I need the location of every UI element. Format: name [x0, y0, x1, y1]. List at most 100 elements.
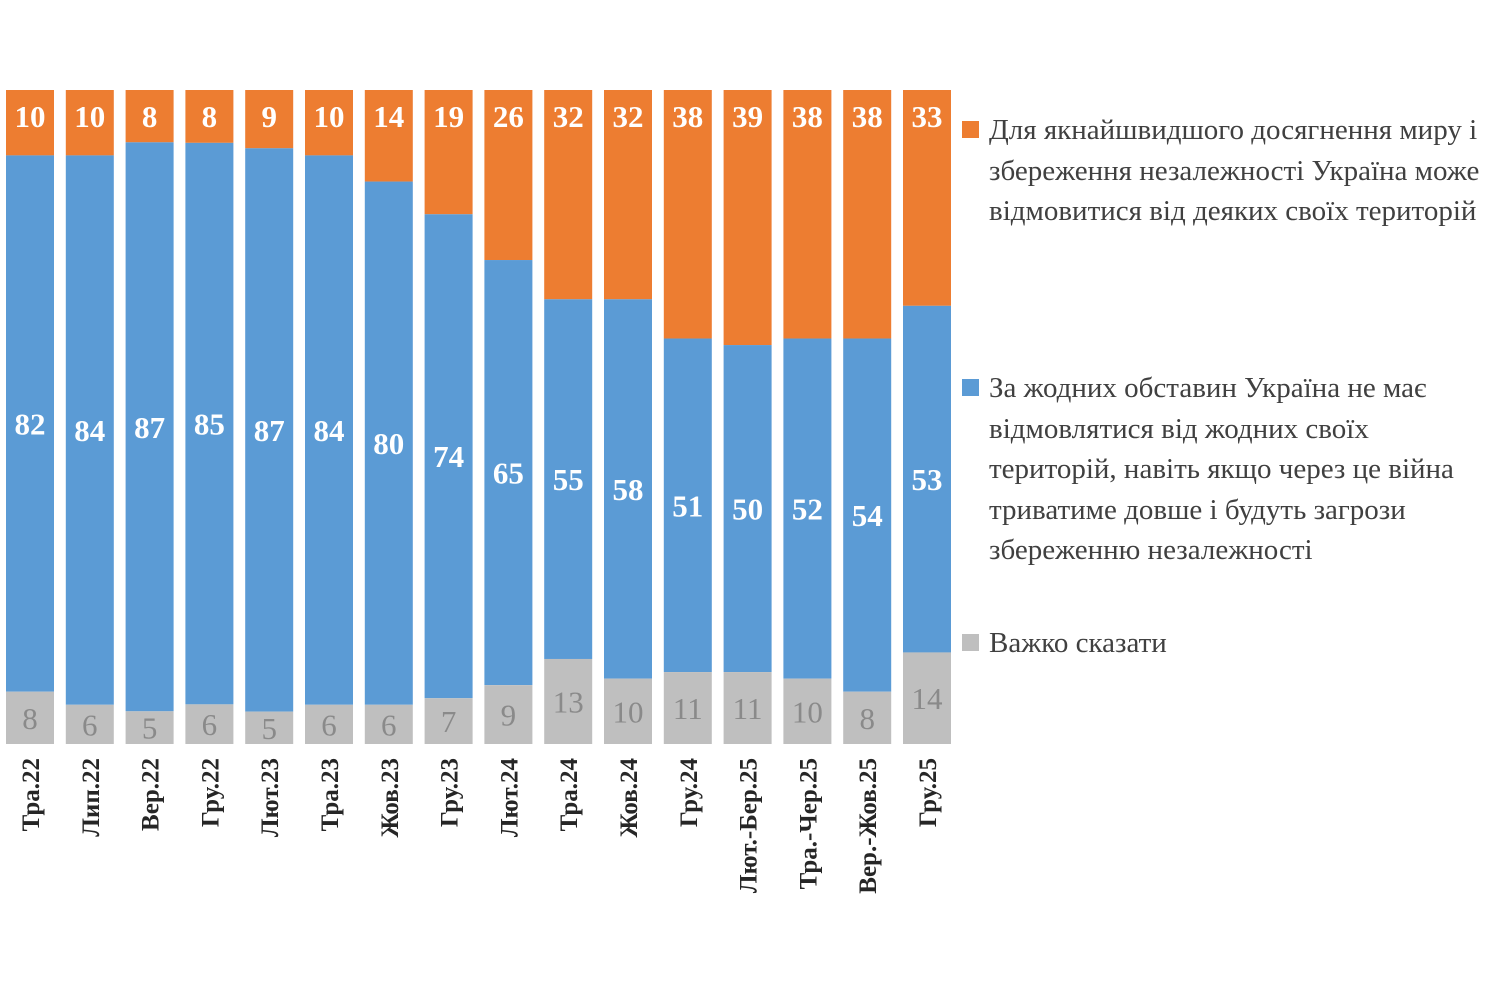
value-label-hard-to-say-9: 9: [501, 698, 517, 733]
category-label-15: Вер.-Жов.25: [855, 758, 882, 894]
value-label-hard-to-say-12: 11: [673, 691, 703, 726]
bar-no-concession-10: [544, 299, 593, 659]
value-label-no-concession-4: 85: [194, 407, 225, 442]
value-label-hard-to-say-8: 7: [441, 704, 457, 739]
bar-no-concession-12: [663, 338, 712, 673]
value-label-no-concession-7: 80: [373, 426, 404, 461]
bar-no-concession-5: [245, 148, 294, 712]
value-label-peace-concession-6: 10: [314, 99, 345, 134]
bar-hard-to-say-14: [783, 678, 832, 744]
value-label-peace-concession-15: 38: [852, 99, 883, 134]
bar-peace-concession-7: [364, 90, 413, 182]
bar-peace-concession-14: [783, 90, 832, 339]
value-label-no-concession-11: 58: [613, 472, 644, 507]
value-label-no-concession-1: 82: [15, 407, 46, 442]
value-label-peace-concession-1: 10: [15, 99, 46, 134]
bar-peace-concession-4: [185, 90, 234, 143]
bar-no-concession-6: [305, 155, 353, 705]
legend-item-give-up-territories: Для якнайшвидшого досягнення миру і збер…: [962, 110, 1492, 232]
bar-hard-to-say-1: [6, 691, 54, 744]
category-label-7: Жов.23: [377, 758, 404, 837]
bar-peace-concession-16: [903, 90, 951, 306]
value-label-hard-to-say-11: 10: [613, 694, 644, 729]
legend-swatch-blue: [962, 379, 979, 396]
legend-swatch-orange: [962, 121, 979, 138]
bar-hard-to-say-15: [843, 691, 892, 744]
legend-item-no-concessions: За жодних обставин Україна не має відмов…: [962, 368, 1492, 571]
value-label-no-concession-9: 65: [493, 456, 524, 491]
bar-peace-concession-12: [663, 90, 712, 339]
value-label-hard-to-say-7: 6: [381, 707, 397, 742]
bar-hard-to-say-6: [305, 704, 353, 744]
value-label-peace-concession-13: 39: [732, 99, 763, 134]
bar-no-concession-13: [723, 345, 772, 673]
value-label-peace-concession-4: 8: [202, 99, 218, 134]
category-label-10: Тра.24: [556, 758, 583, 832]
value-label-hard-to-say-15: 8: [859, 701, 875, 736]
value-label-no-concession-12: 51: [672, 488, 703, 523]
stacked-bar-chart: 10828Тра.2210846Лип.228875Вер.228856Гру.…: [6, 90, 951, 894]
bar-no-concession-7: [364, 181, 413, 705]
value-label-hard-to-say-10: 13: [553, 684, 584, 719]
bar-no-concession-1: [6, 155, 54, 692]
bar-no-concession-11: [604, 299, 652, 679]
bar-hard-to-say-4: [185, 704, 234, 744]
category-label-9: Лют.24: [496, 758, 523, 838]
bar-no-concession-4: [185, 142, 234, 705]
category-label-13: Лют.-Бер.25: [736, 758, 763, 893]
category-label-4: Гру.22: [197, 758, 224, 827]
value-label-peace-concession-12: 38: [672, 99, 703, 134]
category-label-3: Вер.22: [138, 758, 165, 831]
bar-no-concession-9: [484, 260, 533, 686]
legend-label-hard-to-say: Важко сказати: [989, 627, 1167, 659]
category-label-8: Гру.23: [437, 758, 464, 827]
category-label-11: Жов.24: [616, 758, 643, 838]
bar-peace-concession-11: [604, 90, 652, 300]
bar-no-concession-15: [843, 338, 892, 692]
bar-hard-to-say-13: [723, 672, 772, 744]
legend-label-no-concessions: За жодних обставин Україна не має відмов…: [989, 372, 1454, 566]
bar-no-concession-16: [903, 305, 951, 653]
value-label-peace-concession-11: 32: [613, 99, 644, 134]
bar-peace-concession-6: [305, 90, 353, 156]
value-label-hard-to-say-1: 8: [22, 701, 38, 736]
value-label-peace-concession-14: 38: [792, 99, 823, 134]
category-label-1: Тра.22: [18, 758, 45, 831]
bar-peace-concession-5: [245, 90, 294, 149]
value-label-no-concession-6: 84: [314, 413, 345, 448]
value-label-no-concession-8: 74: [433, 439, 464, 474]
bar-hard-to-say-8: [424, 698, 473, 744]
category-label-6: Тра.23: [317, 758, 344, 831]
bar-peace-concession-9: [484, 90, 533, 261]
value-label-hard-to-say-4: 6: [202, 707, 218, 742]
bar-hard-to-say-11: [604, 678, 652, 744]
bar-hard-to-say-9: [484, 685, 533, 744]
value-label-peace-concession-16: 33: [912, 99, 943, 134]
category-label-5: Лют.23: [257, 758, 284, 837]
category-label-14: Тра.-Чер.25: [795, 758, 822, 889]
value-label-no-concession-5: 87: [254, 413, 285, 448]
legend-item-hard-to-say: Важко сказати: [962, 623, 1492, 664]
category-label-2: Лип.22: [78, 758, 105, 837]
category-label-16: Гру.25: [915, 758, 942, 827]
bar-peace-concession-15: [843, 90, 892, 339]
value-label-no-concession-10: 55: [553, 462, 584, 497]
bar-no-concession-2: [65, 155, 114, 705]
value-label-peace-concession-5: 9: [261, 99, 277, 134]
bar-hard-to-say-12: [663, 672, 712, 744]
bar-hard-to-say-16: [903, 652, 951, 744]
bar-peace-concession-8: [424, 90, 473, 215]
value-label-peace-concession-9: 26: [493, 99, 524, 134]
value-label-peace-concession-2: 10: [74, 99, 105, 134]
value-label-no-concession-16: 53: [912, 462, 943, 497]
value-label-peace-concession-3: 8: [142, 99, 158, 134]
bar-hard-to-say-7: [364, 704, 413, 744]
legend-swatch-gray: [962, 634, 979, 651]
bar-peace-concession-10: [544, 90, 593, 300]
bar-peace-concession-3: [125, 90, 174, 143]
bar-no-concession-3: [125, 142, 174, 712]
bar-hard-to-say-3: [125, 711, 174, 744]
value-label-hard-to-say-16: 14: [912, 681, 944, 716]
value-label-peace-concession-7: 14: [373, 99, 404, 134]
value-label-no-concession-2: 84: [74, 413, 105, 448]
